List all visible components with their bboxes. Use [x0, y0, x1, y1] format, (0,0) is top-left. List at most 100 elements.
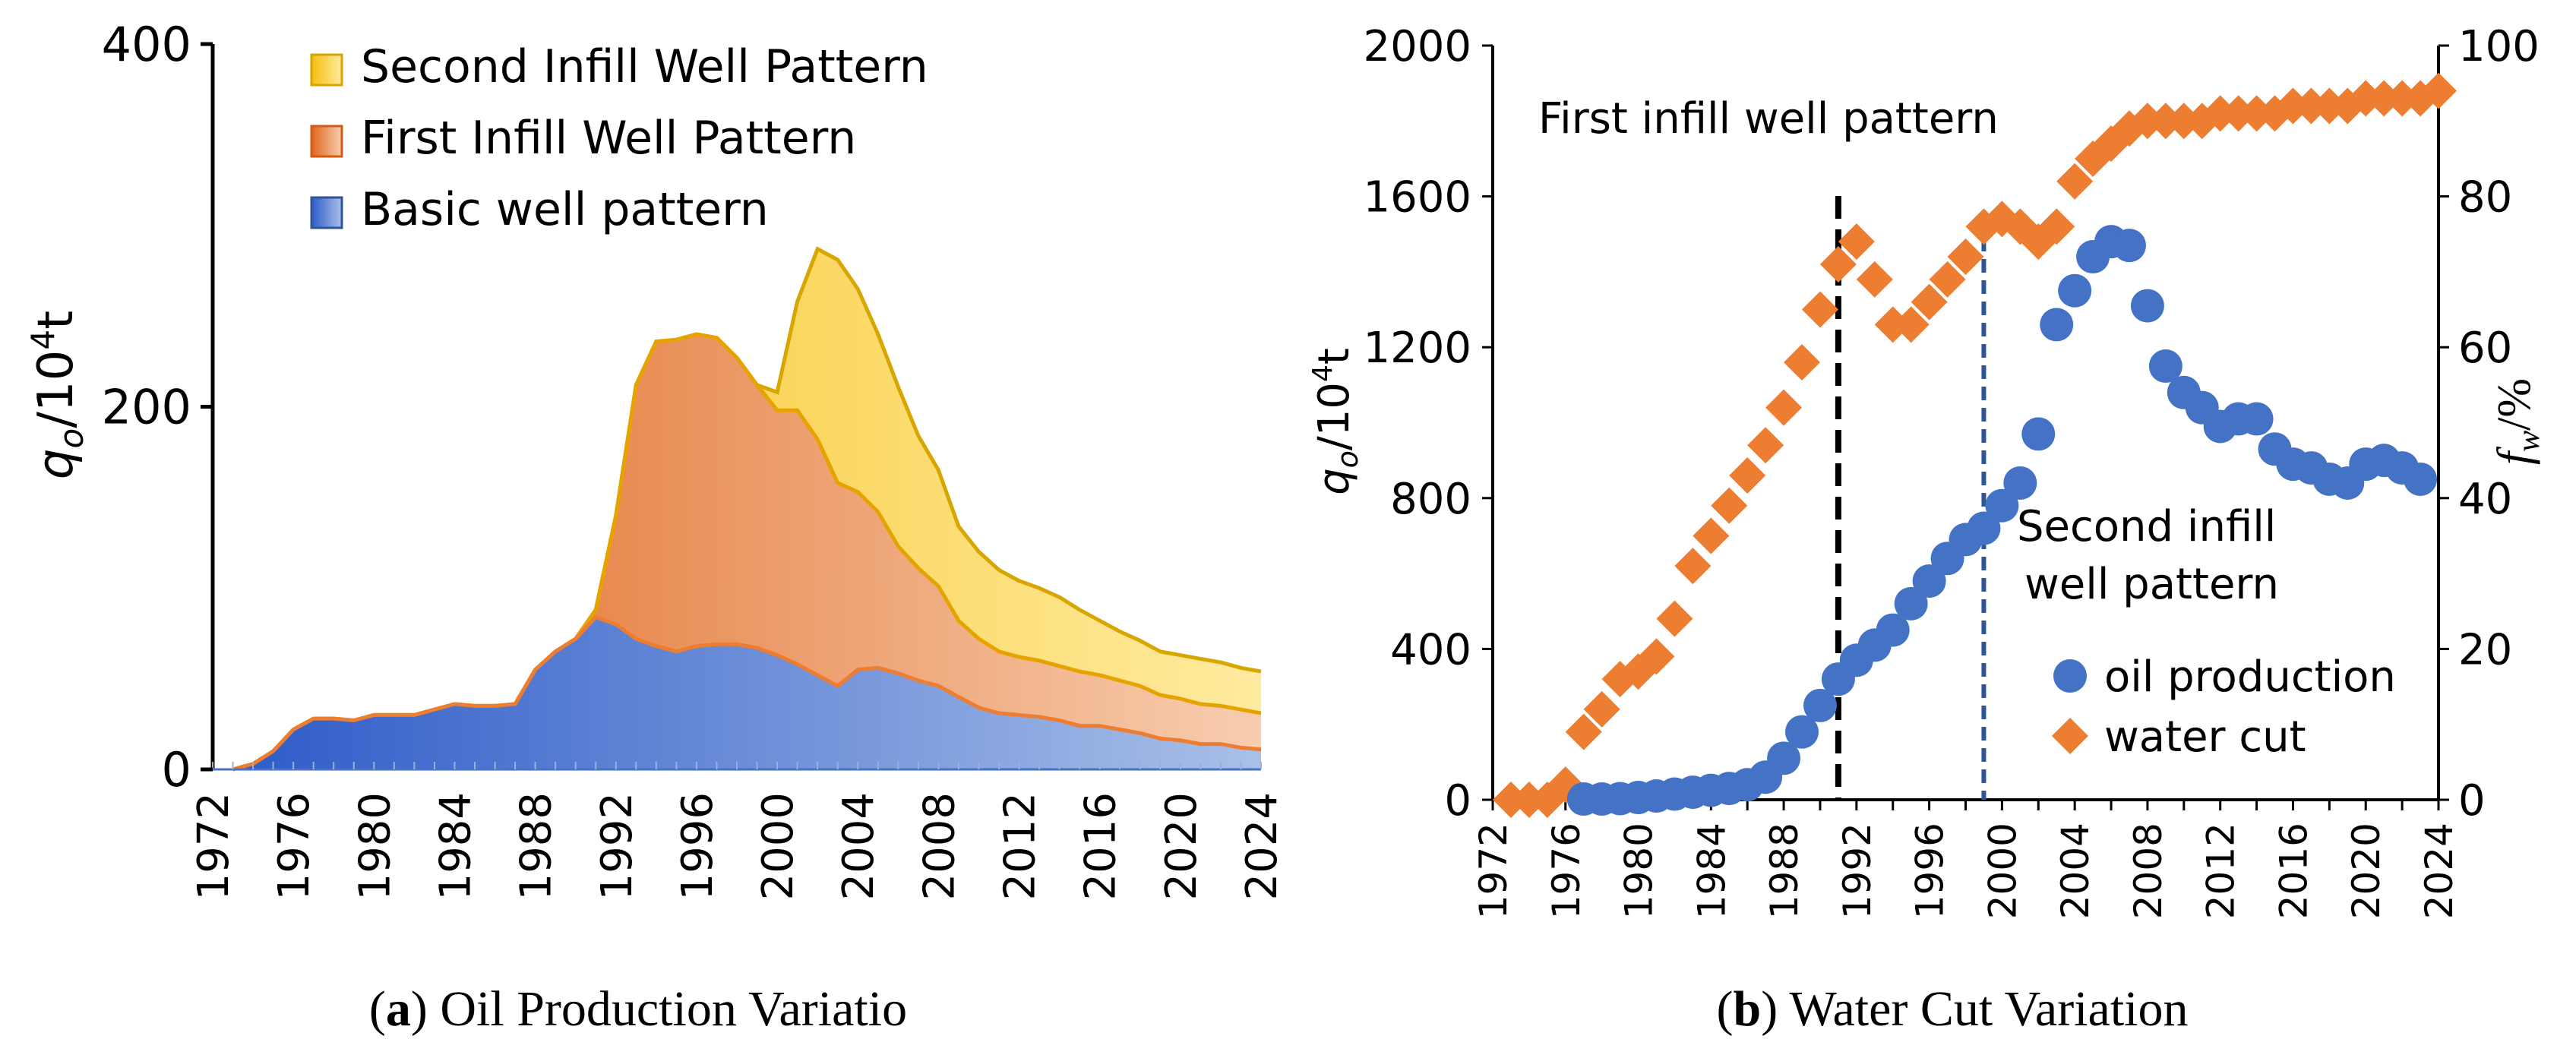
water-cut-point: [1892, 306, 1930, 343]
water-cut-point: [1838, 223, 1875, 261]
chart-b-reference-lines: [1835, 196, 1987, 800]
legend-marker-water-cut: [2052, 718, 2088, 754]
legend-label-basic: Basic well pattern: [361, 183, 769, 236]
water-cut-point: [1947, 238, 1984, 276]
legend-label-first-infill: First Infill Well Pattern: [361, 112, 856, 165]
chart-b-caption: (b) Water Cut Variation: [1716, 981, 2188, 1037]
chart-a-y-ticks: 0 200 400: [102, 17, 213, 797]
chart-a-x-tick-label: 2004: [834, 792, 883, 901]
water-cut-point: [1583, 690, 1620, 728]
chart-a-x-tick-label: 2000: [754, 792, 803, 901]
legend-item-second-infill: Second Infill Well Pattern: [310, 40, 928, 93]
water-cut-point: [1693, 517, 1730, 554]
oil-production-point: [1803, 688, 1837, 722]
chart-b-y2-tick-label: 100: [2458, 22, 2540, 71]
chart-b-legend: oil production water cut: [2052, 652, 2396, 762]
water-cut-point: [1729, 457, 1766, 494]
chart-a-x-tick-label: 2012: [996, 792, 1045, 901]
chart-a-areas: [232, 246, 1262, 772]
chart-b-y2-tick-label: 60: [2458, 324, 2512, 373]
chart-b-x-tick-label: 1992: [1835, 823, 1879, 919]
chart-b-x-tick-label: 2016: [2271, 823, 2315, 919]
chart-b-y2-tick-label: 40: [2458, 475, 2512, 524]
legend-label-second-infill: Second Infill Well Pattern: [361, 40, 928, 93]
water-cut-point: [1638, 638, 1675, 675]
chart-b-y-tick-label: 400: [1390, 625, 1471, 674]
water-cut-point: [2038, 208, 2075, 245]
water-cut-point: [1801, 291, 1838, 328]
oil-production-point: [2148, 349, 2182, 384]
oil-production-point: [2003, 466, 2037, 500]
chart-a: 0 200 400 1972 1976 1980 1984 1988 1992 1996 2000…: [24, 17, 1287, 1037]
chart-a-x-tick-label: 2008: [915, 792, 964, 901]
water-cut-point: [1656, 600, 1693, 637]
chart-a-legend: Second Infill Well Pattern First Infill …: [310, 40, 928, 236]
chart-b-x-tick-label: 1976: [1544, 823, 1588, 919]
chart-a-x-ticks: 1972 1976 1980 1984 1988 1992 1996 2000 2004 2008…: [189, 792, 1287, 901]
chart-a-y-tick-label: 200: [102, 380, 191, 435]
chart-b-x-tick-label: 2012: [2199, 823, 2243, 919]
chart-b-y-tick-label: 800: [1390, 475, 1471, 524]
water-cut-point: [1565, 713, 1602, 750]
chart-a-y-axis-label: qo/104t: [24, 311, 91, 479]
water-cut-point: [1911, 283, 1948, 321]
legend-marker-oil-production: [2053, 659, 2087, 693]
chart-b-y-tick-label: 1600: [1363, 173, 1471, 223]
chart-b-y2-ticks: 0 20 40 60 80 100: [2439, 22, 2540, 826]
water-cut-point: [1711, 487, 1748, 524]
oil-production-point: [1985, 488, 2019, 523]
chart-a-y-tick-label: 400: [102, 17, 191, 72]
legend-label-water-cut: water cut: [2104, 712, 2306, 762]
area-series-2: [232, 248, 1261, 769]
water-cut-point: [2256, 95, 2293, 132]
chart-b-y-tick-label: 2000: [1363, 22, 1471, 71]
chart-b-y-tick-label: 1200: [1363, 324, 1471, 373]
chart-b-x-tick-label: 1980: [1617, 823, 1661, 919]
chart-b-x-tick-label: 2000: [1980, 823, 2024, 919]
legend-item-basic: Basic well pattern: [310, 183, 769, 236]
water-cut-point: [1819, 245, 1857, 283]
chart-b-oil-production-points: [1566, 225, 2438, 816]
water-cut-point: [2056, 163, 2094, 200]
chart-b-y2-tick-label: 0: [2458, 776, 2486, 826]
chart-b-x-tick-label: 2020: [2344, 823, 2388, 919]
area-series-1: [232, 334, 1261, 769]
chart-b-x-tick-label: 2004: [2053, 823, 2097, 919]
legend-item-oil-production: oil production: [2053, 652, 2396, 702]
chart-a-x-tick-label: 2020: [1157, 792, 1206, 901]
legend-label-oil-production: oil production: [2104, 652, 2396, 702]
oil-production-point: [2404, 462, 2438, 496]
chart-b-x-tick-label: 1972: [1471, 823, 1516, 919]
water-cut-point: [1747, 427, 1784, 464]
annotation-first-infill: First infill well pattern: [1538, 94, 1999, 144]
oil-production-point: [1876, 613, 1910, 647]
annotation-second-infill: Second infill well pattern: [2017, 502, 2290, 609]
chart-a-x-tick-label: 1992: [593, 792, 642, 901]
chart-b-y-axis-label: qo/104t: [1307, 348, 1364, 495]
legend-item-water-cut: water cut: [2052, 712, 2306, 762]
chart-a-y-tick-label: 0: [162, 742, 191, 797]
chart-b-x-tick-label: 1996: [1908, 823, 1952, 919]
legend-item-first-infill: First Infill Well Pattern: [310, 112, 856, 165]
chart-b-y-tick-label: 0: [1444, 776, 1471, 826]
chart-a-x-tick-label: 1976: [270, 792, 319, 901]
oil-production-point: [2058, 273, 2092, 308]
oil-production-point: [2021, 417, 2056, 451]
oil-production-point: [1785, 715, 1819, 749]
oil-production-point: [2040, 308, 2074, 342]
area-outline-series-0: [232, 614, 1262, 772]
oil-production-point: [1912, 564, 1946, 598]
chart-b-x-tick-label: 2024: [2417, 823, 2461, 919]
chart-b-x-ticks: 1972 1976 1980 1984 1988 1992 1996 2000 2004 2008…: [1471, 823, 2461, 919]
chart-a-x-tick-label: 2024: [1237, 792, 1287, 901]
chart-b-y2-tick-label: 80: [2458, 173, 2512, 223]
oil-production-point: [2112, 229, 2146, 263]
water-cut-point: [1765, 389, 1803, 426]
chart-a-x-tick-label: 1984: [431, 792, 480, 901]
chart-b-y-ticks: 0 400 800 1200 1600 2000: [1363, 22, 1493, 826]
chart-a-x-tick-label: 1972: [189, 792, 239, 901]
chart-a-caption: (a) Oil Production Variatio: [369, 981, 907, 1037]
area-series-0: [232, 617, 1261, 769]
chart-b-water-cut-points: [1492, 72, 2457, 818]
